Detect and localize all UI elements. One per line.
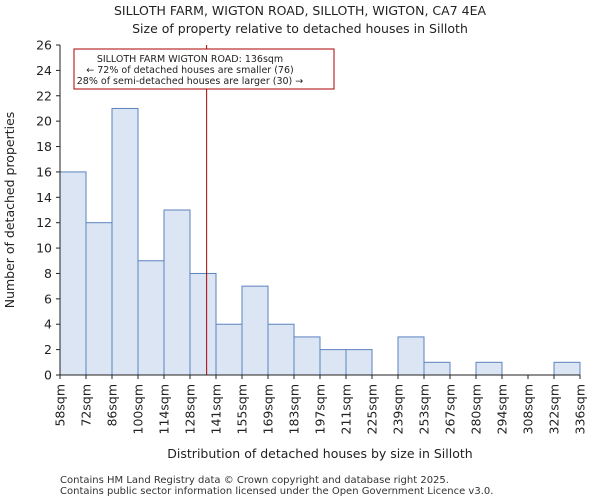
x-tick-label: 141sqm	[209, 384, 224, 434]
x-tick-label: 86sqm	[105, 384, 120, 427]
y-tick-label: 26	[36, 38, 52, 53]
y-tick-label: 12	[36, 215, 52, 230]
x-tick-label: 183sqm	[287, 384, 302, 434]
y-tick-label: 24	[36, 63, 52, 78]
footer-line-2: Contains public sector information licen…	[60, 486, 493, 497]
x-tick-label: 267sqm	[443, 384, 458, 434]
y-tick-label: 22	[36, 88, 52, 103]
x-tick-label: 100sqm	[131, 384, 146, 434]
bar-141sqm	[215, 323, 243, 376]
bar-322sqm	[553, 361, 581, 376]
y-tick-label: 14	[36, 190, 52, 205]
annotation-border	[73, 48, 335, 90]
x-tick-label: 253sqm	[417, 384, 432, 434]
x-tick-label: 114sqm	[157, 384, 172, 434]
y-tick-label: 4	[44, 317, 52, 332]
chart-subtitle: Size of property relative to detached ho…	[132, 21, 468, 36]
x-tick-label: 128sqm	[183, 384, 198, 434]
annotation-line-3: 28% of semi-detached houses are larger (…	[77, 76, 304, 87]
annotation-line-1: SILLOTH FARM WIGTON ROAD: 136sqm	[97, 54, 283, 65]
x-ticks-group: 58sqm 72sqm 86sqm 100sqm 114sqm 128sqm 141sqm 1…	[53, 375, 588, 434]
bar-86sqm	[111, 107, 139, 376]
annotation-box: SILLOTH FARM WIGTON ROAD: 136sqm ← 72% o…	[73, 48, 335, 90]
chart-title: SILLOTH FARM, WIGTON ROAD, SILLOTH, WIGT…	[114, 3, 487, 18]
bar-169sqm	[267, 323, 295, 376]
y-tick-label: 6	[44, 291, 52, 306]
x-tick-label: 280sqm	[469, 384, 484, 434]
x-tick-label: 294sqm	[495, 384, 510, 434]
bar-58sqm	[59, 171, 87, 376]
y-tick-label: 16	[36, 164, 52, 179]
y-axis-label: Number of detached properties	[2, 112, 17, 309]
bar-128sqm	[189, 272, 217, 376]
x-tick-label: 197sqm	[313, 384, 328, 434]
bar-183sqm	[293, 336, 321, 376]
bar-114sqm	[163, 209, 191, 376]
x-tick-label: 336sqm	[573, 384, 588, 434]
y-tick-label: 18	[36, 139, 52, 154]
y-tick-label: 0	[44, 368, 52, 383]
footer-line-1: Contains HM Land Registry data © Crown c…	[60, 475, 449, 486]
x-tick-label: 58sqm	[53, 384, 68, 427]
annotation-line-2: ← 72% of detached houses are smaller (76…	[86, 65, 293, 76]
x-tick-label: 169sqm	[261, 384, 276, 434]
y-tick-label: 2	[44, 342, 52, 357]
x-tick-label: 225sqm	[365, 384, 380, 434]
bar-72sqm	[85, 222, 113, 376]
bar-211sqm	[345, 349, 373, 376]
bar-197sqm	[319, 349, 347, 376]
x-tick-label: 155sqm	[235, 384, 250, 434]
bars-group	[59, 107, 581, 376]
bar-280sqm	[475, 361, 503, 376]
x-tick-label: 239sqm	[391, 384, 406, 434]
y-tick-label: 8	[44, 266, 52, 281]
x-tick-label: 322sqm	[547, 384, 562, 434]
x-tick-label: 211sqm	[339, 384, 354, 434]
bar-100sqm	[137, 260, 165, 376]
y-tick-label: 20	[36, 114, 52, 129]
x-tick-label: 72sqm	[79, 384, 94, 427]
bar-253sqm	[423, 361, 451, 376]
x-axis-label: Distribution of detached houses by size …	[167, 446, 472, 461]
y-tick-label: 10	[36, 241, 52, 256]
x-tick-label: 308sqm	[521, 384, 536, 434]
bar-239sqm	[397, 336, 425, 376]
bar-155sqm	[241, 285, 269, 376]
